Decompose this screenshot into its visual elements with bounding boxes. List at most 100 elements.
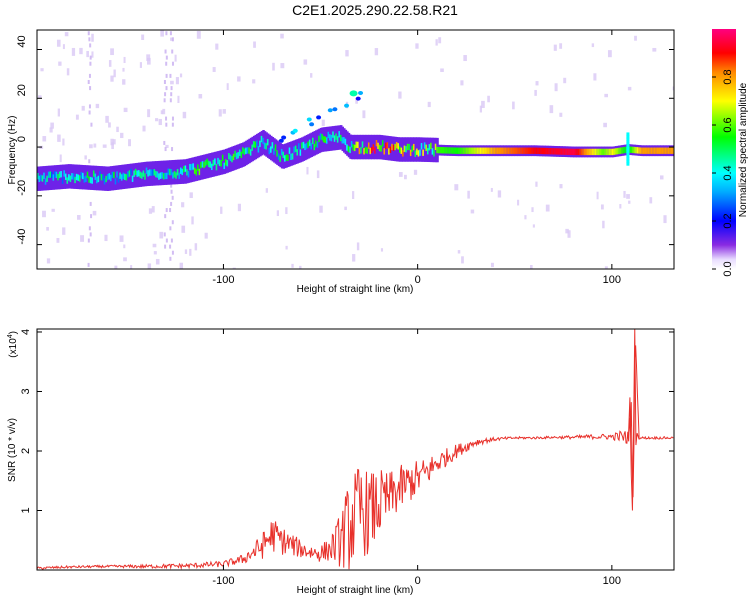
spectrogram-ridge-cell [649, 147, 652, 154]
spectrogram-cells [37, 30, 674, 273]
spectrogram-noise-cell [56, 237, 60, 243]
spectrogram-halo-cell [274, 139, 278, 164]
spectrogram-ridge-cell [294, 145, 298, 152]
snr-x-tick-label: -100 [212, 575, 234, 587]
spectrogram-ridge-cell [586, 148, 590, 156]
spectrogram-ridge-cell [568, 148, 571, 155]
spectrogram-noise-cell [652, 47, 657, 52]
spectrogram-noise-cell [559, 43, 563, 49]
spectrogram-streak-cell [171, 269, 173, 273]
spectrogram-streak-cell [171, 61, 174, 66]
spectrogram-noise-cell [165, 144, 169, 148]
spectrogram-streak-cell [169, 31, 172, 36]
spectrogram-ridge-cell [203, 161, 206, 169]
colorbar-label: Normalized spectral amplitude [738, 82, 749, 217]
spectrogram-ridge-cell [130, 168, 133, 176]
spectrogram-ridge-cell [124, 173, 127, 180]
colorbar-tick-label: 0.2 [722, 213, 734, 228]
spectrogram-ridge-cell [238, 149, 242, 156]
spectrogram-noise-cell [158, 118, 162, 126]
spectrogram-x-tick-label: -100 [212, 274, 234, 286]
spectrogram-ridge-cell [245, 147, 248, 154]
spectrogram-ridge-cell [66, 177, 70, 184]
spectrogram-spike-cell [626, 151, 630, 156]
spectrogram-streak-cell [165, 61, 168, 66]
spectrogram-ridge-cell [212, 159, 216, 167]
spectrogram-ridge-cell [541, 147, 545, 155]
spectrogram-ridge-cell [430, 142, 433, 150]
spectrogram-ridge-cell [532, 147, 536, 154]
spectrogram-ridge-cell [504, 147, 508, 154]
spectrogram-ridge-cell [419, 149, 422, 156]
spectrogram-ridge-cell [263, 142, 267, 149]
spectrogram-noise-cell [565, 228, 569, 234]
spectrogram-ridge-cell [577, 148, 581, 156]
spectrogram-ridge-cell [428, 144, 432, 151]
spectrogram-ridge-cell [78, 175, 82, 182]
spectrogram-ridge-cell [277, 153, 281, 160]
spectrogram-noise-cell [146, 54, 151, 61]
spectrogram-ridge-cell [151, 169, 155, 176]
spectrogram-ridge-cell [209, 161, 212, 168]
spectrogram-ridge-cell [125, 174, 129, 181]
spectrogram-ridge-cell [229, 154, 233, 161]
spectrogram-noise-cell [181, 225, 186, 233]
spectrogram-ridge-cell [318, 135, 321, 143]
spectrogram-ridge-cell [103, 178, 107, 185]
spectrogram-ridge-cell [343, 137, 346, 144]
spectrogram-ridge-cell [266, 139, 270, 146]
spectrogram-ridge-cell [661, 147, 665, 154]
spectrogram-ridge-cell [114, 178, 118, 185]
spectrogram-ridge-cell [204, 160, 208, 167]
spectrogram-ridge-cell [296, 149, 299, 156]
spectrogram-ridge-cell [102, 174, 105, 181]
spectrogram-noise-cell [93, 143, 97, 148]
spectrogram-streak-cell [164, 49, 167, 54]
spectrogram-ridge-cell [224, 159, 228, 166]
spectrogram-streak-cell [165, 238, 168, 243]
spectrogram-halo-cell [206, 153, 209, 179]
spectrogram-halo-cell [63, 164, 66, 189]
spectrogram-ridge-cell [37, 172, 40, 180]
spectrogram-ridge-cell [139, 171, 143, 178]
spectrogram-ridge-cell [503, 147, 506, 154]
spectrogram-ridge-cell [156, 171, 160, 178]
spectrogram-ridge-cell [330, 134, 334, 142]
spectrogram-ridge-cell [108, 173, 111, 180]
spectrogram-ridge-cell [534, 147, 537, 154]
spectrogram-halo-cell [290, 141, 293, 166]
spectrogram-spot-cell [349, 90, 358, 97]
spectrogram-ridge-cell [583, 148, 587, 156]
spectrogram-ridge-cell [64, 173, 68, 180]
spectrogram-ridge-cell [444, 147, 447, 154]
spectrogram-ridge-cell [434, 143, 438, 151]
spectrogram-spike-cell [626, 132, 630, 137]
snr-y-tick-label: 2 [20, 448, 32, 454]
snr-y-multiplier-base: (x10 [8, 338, 19, 358]
spectrogram-ridge-cell [462, 147, 466, 154]
spectrogram-ridge-cell [465, 147, 469, 154]
spectrogram-ridge-cell [614, 148, 618, 155]
spectrogram-noise-cell [49, 127, 53, 133]
spectrogram-streak-cell [169, 226, 172, 231]
spectrogram-noise-cell [530, 265, 533, 269]
spectrogram-ridge-cell [173, 171, 177, 178]
spectrogram-ridge-cell [111, 171, 115, 179]
spectrogram-halo-cell [221, 149, 225, 175]
spectrogram-ridge-cell [605, 148, 609, 156]
spectrogram-ridge-cell [445, 147, 449, 154]
spectrogram-ridge-cell [538, 147, 542, 155]
spectrogram-ridge-cell [254, 141, 258, 148]
spectrogram-spike-cell [626, 161, 630, 166]
spectrogram-noise-cell [435, 39, 438, 46]
spectrogram-ridge-cell [456, 147, 459, 154]
spectrogram-ridge-cell [655, 147, 658, 154]
spectrogram-streak-cell [170, 201, 173, 206]
spectrogram-halo-cell [388, 136, 391, 161]
spectrogram-halo-cell [332, 126, 335, 151]
spectrogram-noise-cell [105, 115, 109, 123]
spectrogram-ridge-cell [72, 173, 76, 180]
spectrogram-ridge-cell [68, 174, 71, 181]
spectrogram-ridge-cell [493, 147, 497, 154]
spectrogram-ridge-cell [554, 148, 557, 155]
